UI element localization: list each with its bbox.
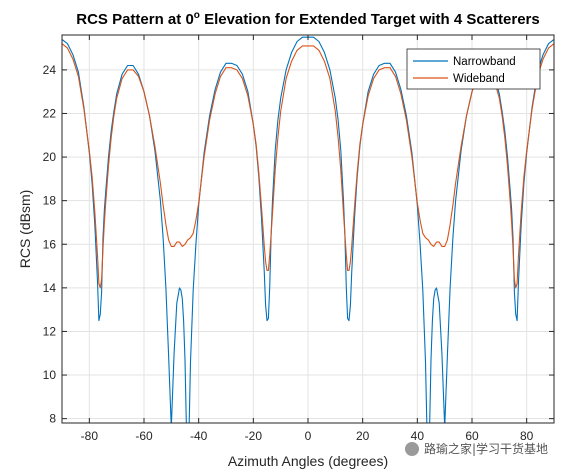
legend-label-wideband: Wideband — [453, 73, 505, 85]
x-axis: -80 -60 -40 -20 0 20 40 60 80 — [81, 35, 534, 443]
x-axis-label: Azimuth Angles (degrees) — [228, 453, 388, 469]
y-axis: 8 10 12 14 16 18 20 22 24 — [43, 63, 554, 426]
x-tick-label: 20 — [356, 429, 370, 443]
x-tick-label: -80 — [81, 429, 99, 443]
watermark: 路瑜之家|学习干货基地 — [405, 441, 548, 456]
x-tick-label: 60 — [465, 429, 479, 443]
chart-title: RCS Pattern at 0o Elevation for Extended… — [76, 10, 539, 28]
x-tick-label: -60 — [135, 429, 153, 443]
y-axis-label: RCS (dBsm) — [17, 190, 33, 269]
y-tick-label: 12 — [43, 324, 57, 338]
wechat-icon — [405, 442, 419, 456]
legend: Narrowband Wideband — [406, 48, 541, 90]
y-tick-label: 20 — [43, 150, 57, 164]
y-tick-label: 16 — [43, 237, 57, 251]
y-tick-label: 18 — [43, 194, 57, 208]
watermark-text: 路瑜之家|学习干货基地 — [424, 441, 548, 456]
legend-label-narrowband: Narrowband — [453, 56, 516, 68]
x-tick-label: 0 — [305, 429, 312, 443]
x-tick-label: -40 — [190, 429, 208, 443]
y-tick-label: 14 — [43, 281, 57, 295]
x-tick-label: -20 — [245, 429, 263, 443]
y-tick-label: 22 — [43, 106, 57, 120]
y-tick-label: 8 — [49, 412, 56, 426]
y-tick-label: 24 — [43, 63, 57, 77]
legend-box — [406, 48, 541, 90]
y-tick-label: 10 — [43, 368, 57, 382]
x-tick-label: 80 — [520, 429, 534, 443]
x-tick-label: 40 — [411, 429, 425, 443]
